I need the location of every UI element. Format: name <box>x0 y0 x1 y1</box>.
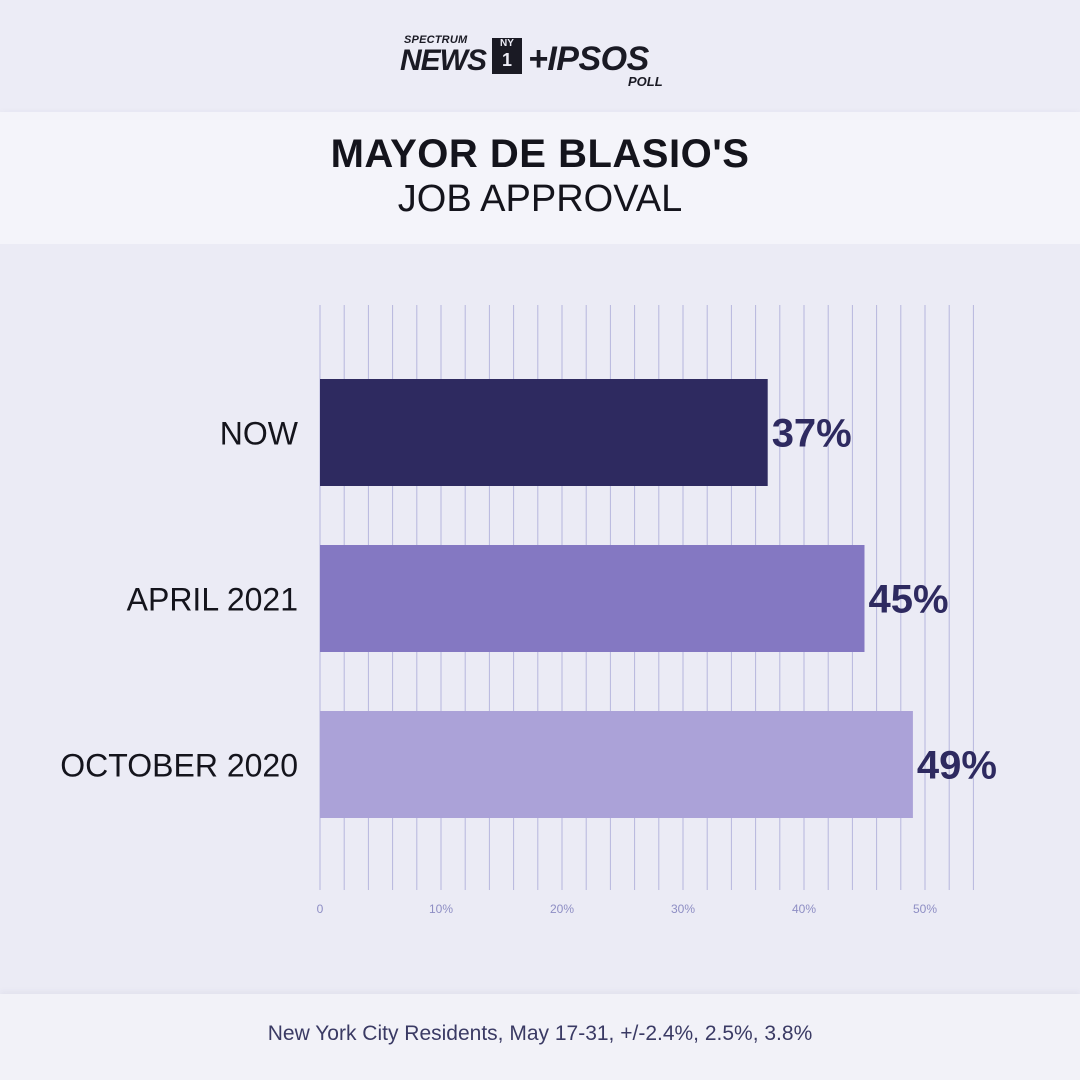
x-tick-label: 40% <box>792 902 816 916</box>
x-tick-label: 30% <box>671 902 695 916</box>
chart-title-line2: JOB APPROVAL <box>397 178 683 220</box>
header-band <box>0 0 1080 112</box>
chart-title-line1: MAYOR DE BLASIO'S <box>330 132 750 176</box>
category-label: APRIL 2021 <box>127 582 298 618</box>
footer-band <box>0 994 1080 1080</box>
value-label: 45% <box>869 578 949 622</box>
ny1-bottom-text: 1 <box>501 50 512 70</box>
category-label: NOW <box>220 416 299 452</box>
bar-april-2021 <box>320 545 865 652</box>
footer-note: New York City Residents, May 17-31, +/-2… <box>267 1022 813 1045</box>
bar-now <box>320 379 768 486</box>
x-tick-label: 0 <box>317 902 324 916</box>
logo-spectrum-text: SPECTRUM <box>404 34 468 46</box>
value-label: 49% <box>917 744 997 788</box>
spectrum-news-ipsos-logo: SPECTRUM NEWS NY 1 +IPSOS POLL <box>400 34 690 94</box>
ny1-logo-mark: NY 1 <box>492 38 522 74</box>
x-tick-label: 50% <box>913 902 937 916</box>
category-label: OCTOBER 2020 <box>60 748 298 784</box>
x-tick-label: 20% <box>550 902 574 916</box>
ny1-top-text: NY <box>500 38 514 49</box>
logo-poll-text: POLL <box>628 74 663 89</box>
value-label: 37% <box>772 412 852 456</box>
title-band <box>0 112 1080 244</box>
bar-october-2020 <box>320 711 913 818</box>
x-tick-label: 10% <box>429 902 453 916</box>
logo-ipsos-text: +IPSOS <box>528 40 649 78</box>
logo-news-text: NEWS <box>400 44 487 77</box>
